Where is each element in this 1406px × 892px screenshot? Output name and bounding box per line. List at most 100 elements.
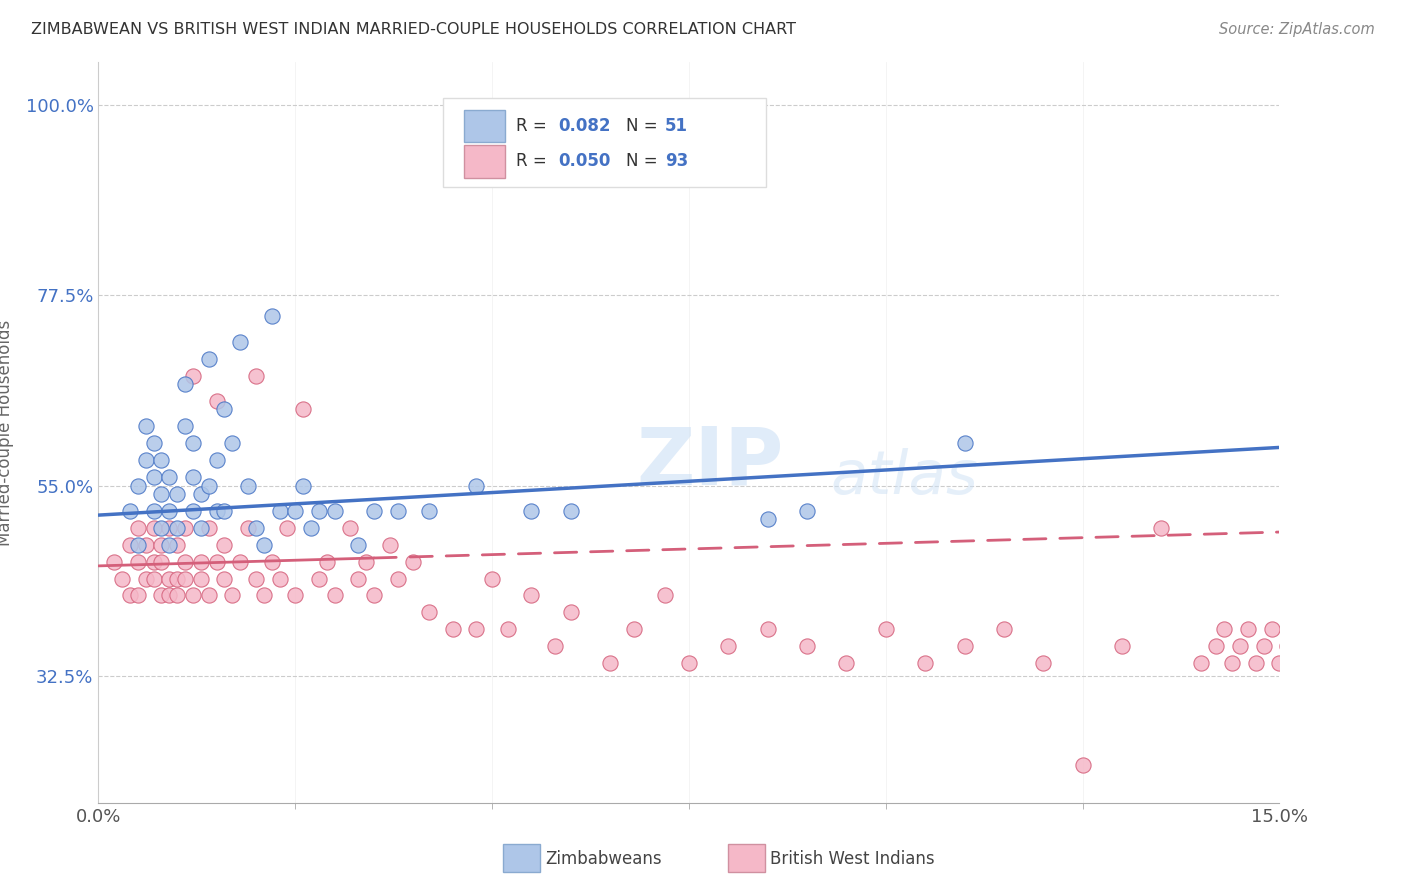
Point xyxy=(654,589,676,603)
Point xyxy=(214,504,236,518)
Point xyxy=(796,504,818,518)
Point xyxy=(205,504,228,518)
Point xyxy=(1253,640,1275,654)
Point xyxy=(166,487,188,501)
Point xyxy=(205,393,228,408)
Point xyxy=(205,555,228,569)
Point xyxy=(190,521,212,535)
Point xyxy=(135,453,157,467)
Point xyxy=(756,512,779,526)
Point xyxy=(1220,656,1243,670)
Point xyxy=(418,606,440,620)
Point xyxy=(142,572,165,586)
Point xyxy=(166,572,188,586)
Point xyxy=(157,589,180,603)
Point xyxy=(308,504,330,518)
Point xyxy=(560,606,582,620)
Point xyxy=(197,478,219,492)
Point xyxy=(323,589,346,603)
Point xyxy=(560,504,582,518)
Point xyxy=(150,555,173,569)
Point xyxy=(284,589,307,603)
Point xyxy=(717,640,740,654)
Point xyxy=(1229,640,1251,654)
Point xyxy=(197,521,219,535)
Point xyxy=(174,521,197,535)
Point xyxy=(1268,656,1291,670)
Text: R =: R = xyxy=(516,153,553,170)
Point xyxy=(1111,640,1133,654)
Point xyxy=(157,521,180,535)
Point xyxy=(111,572,134,586)
Point xyxy=(1032,656,1054,670)
Point xyxy=(284,504,307,518)
Point xyxy=(135,572,157,586)
Point xyxy=(221,436,243,450)
Point xyxy=(299,521,322,535)
Point xyxy=(181,589,204,603)
Point xyxy=(253,538,276,552)
Point xyxy=(229,334,252,349)
Point xyxy=(229,555,252,569)
Point xyxy=(236,478,259,492)
Text: N =: N = xyxy=(626,153,662,170)
Point xyxy=(118,504,141,518)
Point xyxy=(796,640,818,654)
Point xyxy=(190,572,212,586)
Point xyxy=(142,521,165,535)
Point xyxy=(135,419,157,434)
Point xyxy=(118,538,141,552)
Point xyxy=(174,419,197,434)
Point xyxy=(205,453,228,467)
Point xyxy=(1150,521,1173,535)
Point xyxy=(245,521,267,535)
Point xyxy=(441,623,464,637)
Point xyxy=(214,538,236,552)
Text: ZIMBABWEAN VS BRITISH WEST INDIAN MARRIED-COUPLE HOUSEHOLDS CORRELATION CHART: ZIMBABWEAN VS BRITISH WEST INDIAN MARRIE… xyxy=(31,22,796,37)
Point xyxy=(914,656,936,670)
Point xyxy=(150,453,173,467)
Point xyxy=(481,572,503,586)
Y-axis label: Married-couple Households: Married-couple Households xyxy=(0,319,14,546)
Point xyxy=(157,470,180,484)
Point xyxy=(157,572,180,586)
Point xyxy=(292,478,315,492)
Point xyxy=(276,521,298,535)
Point xyxy=(1292,656,1315,670)
Point xyxy=(953,640,976,654)
Point xyxy=(1260,623,1282,637)
Point xyxy=(544,640,567,654)
Point xyxy=(127,589,149,603)
Point xyxy=(214,572,236,586)
Point xyxy=(1213,623,1236,637)
Point xyxy=(253,589,276,603)
Point xyxy=(315,555,337,569)
Point xyxy=(157,504,180,518)
Point xyxy=(269,504,291,518)
Point xyxy=(269,572,291,586)
Point xyxy=(181,368,204,383)
Point xyxy=(1071,757,1094,772)
Point xyxy=(339,521,361,535)
Point xyxy=(150,487,173,501)
Point xyxy=(166,589,188,603)
Point xyxy=(197,351,219,366)
Point xyxy=(127,521,149,535)
Point xyxy=(363,589,385,603)
Point xyxy=(174,572,197,586)
Point xyxy=(181,436,204,450)
Point xyxy=(245,572,267,586)
Point xyxy=(993,623,1015,637)
Point xyxy=(142,504,165,518)
Point xyxy=(1299,640,1322,654)
Point xyxy=(150,538,173,552)
Point xyxy=(418,504,440,518)
Point xyxy=(221,589,243,603)
Text: N =: N = xyxy=(626,117,662,135)
Point xyxy=(1277,640,1299,654)
Point xyxy=(1205,640,1227,654)
Point xyxy=(599,656,621,670)
Point xyxy=(142,470,165,484)
Point xyxy=(157,538,180,552)
Point xyxy=(150,521,173,535)
